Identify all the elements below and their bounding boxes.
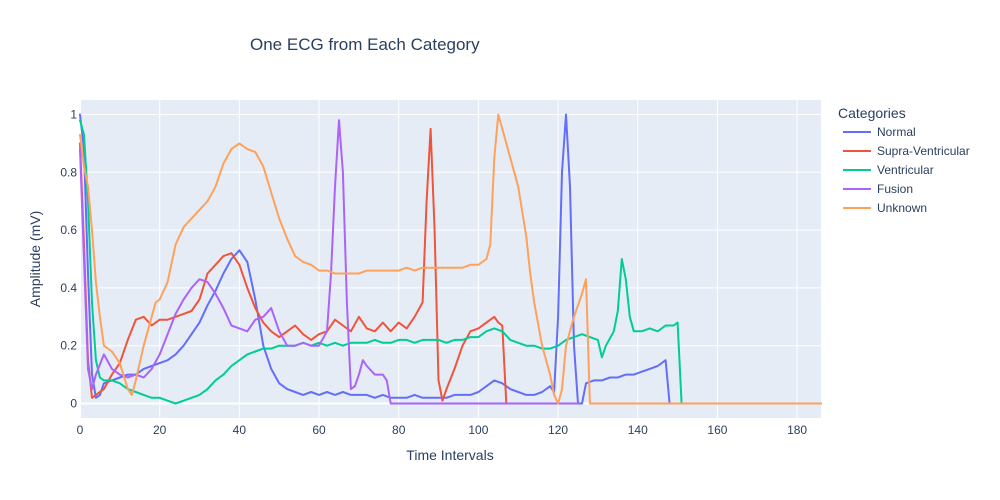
chart-title: One ECG from Each Category (250, 35, 480, 54)
legend-item[interactable]: Normal (843, 125, 916, 139)
legend-items: Normal Supra-Ventricular Ventricular Fusion… (843, 125, 970, 215)
x-tick-label: 40 (233, 423, 247, 437)
series-line-unknown (79, 113, 822, 405)
legend-item[interactable]: Unknown (843, 201, 927, 215)
x-tick-labels: 0 20 40 60 80 100 120 140 160 180 (77, 423, 808, 437)
legend-label: Fusion (877, 182, 913, 196)
x-tick-label: 160 (707, 423, 727, 437)
x-axis-title: Time Intervals (406, 447, 493, 463)
legend-label: Normal (877, 125, 916, 139)
y-tick-label: 0.2 (60, 339, 77, 353)
y-tick-label: 0 (70, 397, 77, 411)
x-tick-label: 60 (312, 423, 326, 437)
legend-item[interactable]: Supra-Ventricular (843, 144, 970, 158)
y-tick-label: 0.6 (60, 223, 77, 237)
x-tick-label: 0 (77, 423, 84, 437)
y-tick-label: 0.8 (60, 165, 77, 179)
legend-title: Categories (838, 105, 906, 121)
x-tick-label: 120 (548, 423, 568, 437)
x-tick-label: 80 (392, 423, 406, 437)
y-axis-title: Amplitude (mV) (27, 211, 43, 307)
y-tick-label: 0.4 (60, 281, 77, 295)
x-tick-label: 180 (787, 423, 807, 437)
legend-item[interactable]: Fusion (843, 182, 913, 196)
legend-label: Supra-Ventricular (877, 144, 970, 158)
series-line-ventricular (79, 119, 822, 405)
grid-lines (79, 100, 821, 418)
legend: Categories Normal Supra-Ventricular Ventri… (838, 105, 970, 215)
series-line-normal (79, 113, 671, 405)
x-tick-label: 100 (468, 423, 488, 437)
plot-area (80, 100, 821, 418)
series-line-supra-ventricular (79, 127, 579, 405)
legend-label: Unknown (877, 201, 927, 215)
x-tick-label: 140 (628, 423, 648, 437)
x-tick-label: 20 (153, 423, 167, 437)
series-line-fusion (79, 119, 579, 405)
y-tick-labels: 0 0.2 0.4 0.6 0.8 1 (60, 107, 77, 410)
series-layer (79, 113, 822, 405)
y-tick-label: 1 (70, 107, 77, 121)
legend-item[interactable]: Ventricular (843, 163, 934, 177)
legend-label: Ventricular (877, 163, 934, 177)
